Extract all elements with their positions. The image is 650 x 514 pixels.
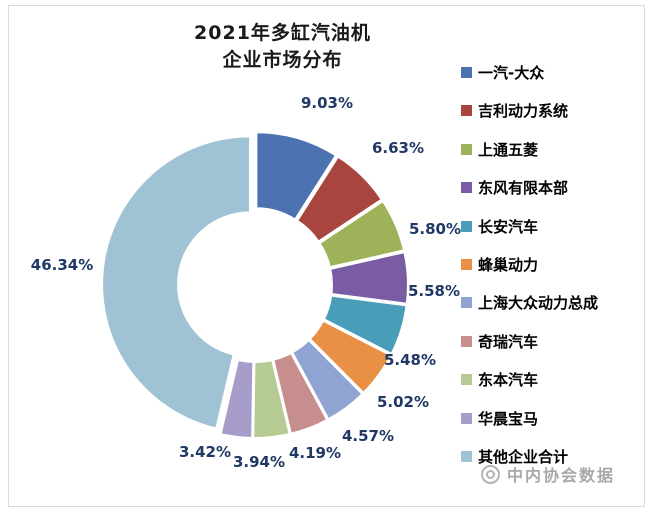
pct-label-上海大众动力总成: 4.57% bbox=[341, 427, 395, 445]
legend-item-上海大众动力总成: 上海大众动力总成 bbox=[461, 292, 598, 313]
pie-slice-长安汽车 bbox=[322, 294, 408, 356]
legend-label: 华晨宝马 bbox=[478, 409, 539, 428]
pie-slice-其他企业合计 bbox=[101, 135, 252, 430]
legend-label: 奇瑞汽车 bbox=[478, 332, 539, 351]
legend-swatch-icon bbox=[461, 67, 472, 78]
legend-swatch-icon bbox=[461, 374, 472, 386]
watermark-text: 中内协会数据 bbox=[507, 466, 616, 485]
legend-swatch-icon bbox=[461, 450, 472, 462]
pie-slice-华晨宝马 bbox=[219, 358, 255, 439]
legend-swatch-icon bbox=[461, 297, 472, 309]
pct-label-东本汽车: 3.94% bbox=[232, 453, 286, 471]
pie-slice-东风有限本部 bbox=[329, 250, 409, 305]
pct-label-华晨宝马: 3.42% bbox=[178, 443, 232, 461]
pie-slice-吉利动力系统 bbox=[295, 155, 384, 243]
legend-item-其他企业合计: 其他企业合计 bbox=[461, 446, 598, 467]
legend-label: 东风有限本部 bbox=[478, 179, 569, 198]
legend-label: 东本汽车 bbox=[478, 371, 539, 390]
legend-label: 其他企业合计 bbox=[478, 447, 569, 466]
legend-label: 蜂巢动力 bbox=[478, 255, 539, 274]
legend-swatch-icon bbox=[461, 412, 472, 424]
pie-slice-东本汽车 bbox=[252, 358, 291, 439]
pie-slice-上海大众动力总成 bbox=[290, 338, 364, 421]
chart-title-line2: 企业市场分布 bbox=[222, 49, 343, 71]
chart-title-line1: 2021年多缸汽油机 bbox=[194, 22, 371, 44]
pct-label-蜂巢动力: 5.02% bbox=[376, 393, 430, 411]
pct-label-上通五菱: 5.80% bbox=[408, 220, 462, 238]
watermark: 中内协会数据 bbox=[481, 462, 615, 486]
legend-swatch-icon bbox=[461, 258, 472, 270]
pie-slice-奇瑞汽车 bbox=[272, 351, 329, 435]
pct-label-东风有限本部: 5.58% bbox=[407, 282, 461, 300]
legend-swatch-icon bbox=[461, 143, 472, 155]
pct-label-长安汽车: 5.48% bbox=[383, 351, 437, 369]
legend-item-华晨宝马: 华晨宝马 bbox=[461, 408, 598, 429]
legend-swatch-icon bbox=[461, 105, 472, 117]
legend-swatch-icon bbox=[461, 182, 472, 194]
pct-label-吉利动力系统: 6.63% bbox=[371, 139, 425, 157]
legend-item-蜂巢动力: 蜂巢动力 bbox=[461, 254, 598, 275]
legend: 一汽-大众吉利动力系统 上通五菱东风有限本部 长安汽车蜂巢动力上海大众动力总成 奇瑞汽… bbox=[461, 62, 598, 484]
legend-swatch-icon bbox=[461, 220, 472, 232]
chart-title: 2021年多缸汽油机 企业市场分布 bbox=[140, 20, 425, 74]
pct-label-奇瑞汽车: 4.19% bbox=[288, 444, 342, 462]
legend-label: 吉利动力系统 bbox=[478, 102, 569, 121]
legend-label: 长安汽车 bbox=[478, 217, 539, 236]
legend-item-东本汽车: 东本汽车 bbox=[461, 369, 598, 390]
legend-swatch-icon bbox=[461, 335, 472, 347]
pct-label-一汽-大众: 9.03% bbox=[300, 94, 354, 112]
legend-item-长安汽车: 长安汽车 bbox=[461, 216, 598, 237]
pie-slice-一汽-大众 bbox=[255, 131, 338, 221]
legend-label: 上通五菱 bbox=[478, 140, 539, 159]
legend-item-一汽-大众: 一汽-大众 bbox=[461, 62, 598, 83]
pie-slice-上通五菱 bbox=[318, 199, 406, 269]
legend-label: 上海大众动力总成 bbox=[478, 294, 599, 313]
legend-label: 一汽-大众 bbox=[478, 64, 545, 82]
legend-item-上通五菱: 上通五菱 bbox=[461, 139, 598, 160]
watermark-logo-icon bbox=[481, 464, 500, 484]
legend-item-东风有限本部: 东风有限本部 bbox=[461, 177, 598, 198]
legend-item-吉利动力系统: 吉利动力系统 bbox=[461, 100, 598, 121]
legend-item-奇瑞汽车: 奇瑞汽车 bbox=[461, 331, 598, 352]
pie-slice-蜂巢动力 bbox=[308, 319, 393, 395]
pct-label-其他企业合计: 46.34% bbox=[30, 256, 94, 274]
